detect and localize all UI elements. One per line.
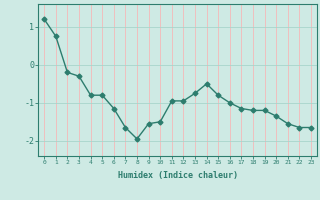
X-axis label: Humidex (Indice chaleur): Humidex (Indice chaleur) bbox=[118, 171, 238, 180]
